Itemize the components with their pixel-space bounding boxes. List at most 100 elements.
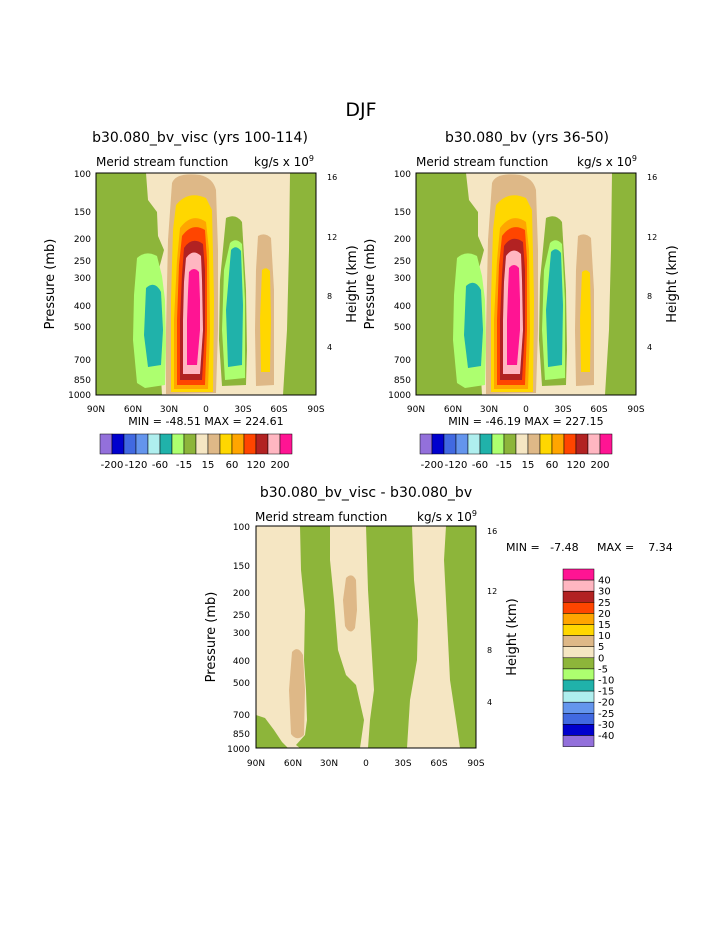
panel-3-colorbar-label: -40 xyxy=(598,731,614,742)
panel-3-ytick: 400 xyxy=(233,657,250,667)
panel-1-colorbar-label: 60 xyxy=(226,460,239,471)
panel-3-background xyxy=(256,526,476,748)
panel-3-units: kg/s x 109 xyxy=(417,509,477,524)
panel-1-colorbar-swatch xyxy=(147,433,161,455)
panel-2-colorbar-swatch xyxy=(503,433,517,455)
panel-2-region-sh-yellow xyxy=(580,270,591,372)
panel-2-right-ticks: 16 12 8 4 xyxy=(647,173,657,352)
panel-1-colorbar-label: -120 xyxy=(125,460,148,471)
panel-1-colorbar-swatch xyxy=(183,433,197,455)
panel-3-ytick: 1000 xyxy=(227,745,250,755)
panel-3-colorbar-label: -5 xyxy=(598,664,608,675)
panel-1-ytick: 850 xyxy=(74,376,91,386)
panel-3-height-tick: 4 xyxy=(487,698,492,707)
panel-3-colorbar-label: -20 xyxy=(598,698,614,709)
panel-1-height-tick: 12 xyxy=(327,233,337,242)
panel-1-ytick: 400 xyxy=(74,302,91,312)
panel-3-colorbar-label: 25 xyxy=(598,598,611,609)
panel-3-colorbar-label: -15 xyxy=(598,687,614,698)
panel-1-units: kg/s x 109 xyxy=(254,154,314,169)
panel-3-colorbar-label: 10 xyxy=(598,631,611,642)
panel-3-colorbar-swatch xyxy=(562,635,595,647)
panel-1-colorbar-label: -15 xyxy=(176,460,192,471)
panel-2-colorbar-swatch xyxy=(527,433,541,455)
panel-2-colorbar-swatch xyxy=(443,433,457,455)
panel-3-xtick: 60N xyxy=(284,759,302,769)
panel-1-colorbar-swatch xyxy=(111,433,125,455)
panel-3-colorbar-swatch xyxy=(562,590,595,603)
panel-1-units-exp: 9 xyxy=(309,154,314,163)
panel-2-plot xyxy=(415,172,637,396)
panel-3-ytick: 250 xyxy=(233,611,250,621)
panel-3-colorbar-swatch xyxy=(562,568,595,581)
panel-3-colorbar-label: 20 xyxy=(598,609,611,620)
panel-1-xtick: 30S xyxy=(234,405,251,415)
panel-3-ytick: 850 xyxy=(233,730,250,740)
panel-3-region-tan-upper xyxy=(343,575,357,632)
panel-3-colorbar-swatch xyxy=(562,646,595,659)
panel-1-plot xyxy=(95,172,317,396)
panel-3-region-green-left xyxy=(256,715,288,748)
panel-3-region-green-mid xyxy=(296,526,364,748)
panel-3-colorbar-swatch xyxy=(562,579,595,592)
panel-2-region-sh-teal xyxy=(546,249,563,367)
panel-1-colorbar-swatch xyxy=(279,433,293,455)
panel-2-colorbar-swatch xyxy=(515,433,529,455)
panel-2-ylabel-right: Height (km) xyxy=(665,245,680,322)
panel-3-colorbar-swatch xyxy=(562,624,595,636)
panel-2-xtick: 90S xyxy=(627,405,644,415)
panel-3-colorbar-label: 15 xyxy=(598,620,611,631)
panel-3-colorbar-label: 5 xyxy=(598,642,604,653)
panel-1-colorbar-swatch xyxy=(231,433,245,455)
panel-3-title: b30.080_bv_visc - b30.080_bv xyxy=(260,485,472,501)
panel-3-colorbar-swatch xyxy=(562,602,595,614)
panel-2-colorbar-label: -200 xyxy=(421,460,444,471)
panel-2-cell-200 xyxy=(507,265,520,365)
panel-2-y-ticks: 100 150 200 250 300 400 500 700 850 1000 xyxy=(388,170,411,401)
panel-3-region-green-far xyxy=(444,526,476,748)
panel-3-subtitle: Merid stream function xyxy=(255,510,387,524)
panel-3-ytick: 100 xyxy=(233,523,250,533)
panel-1-region-nh-teal xyxy=(144,284,163,367)
panel-2-units-text: kg/s x 10 xyxy=(577,155,632,169)
panel-1-frame xyxy=(95,172,317,396)
panel-2-xtick: 60S xyxy=(590,405,607,415)
panel-3-ytick: 300 xyxy=(233,629,250,639)
panel-1-right-ticks: 16 12 8 4 xyxy=(327,173,337,352)
panel-3-region-tan-lower xyxy=(289,649,305,739)
panel-3-stats-max: MAX = 7.34 xyxy=(597,541,673,554)
panel-3-ytick: 200 xyxy=(233,589,250,599)
panel-1-xtick: 60S xyxy=(270,405,287,415)
panel-1-xtick: 60N xyxy=(124,405,142,415)
panel-3-xtick: 30N xyxy=(320,759,338,769)
panel-3-colorbar-swatch xyxy=(562,713,595,725)
panel-3-plot xyxy=(255,525,477,749)
panel-2-ytick: 300 xyxy=(394,274,411,284)
panel-3-height-tick: 8 xyxy=(487,646,492,655)
panel-2-ytick: 400 xyxy=(394,302,411,312)
panel-3-height-tick: 12 xyxy=(487,587,497,596)
panel-2-colorbar: -200 -120 -60 -15 15 60 120 200 xyxy=(419,433,613,471)
panel-2-x-ticks: 90N 60N 30N 0 30S 60S 90S xyxy=(407,405,645,415)
page-title: DJF xyxy=(345,99,376,121)
panel-3-right-ticks: 16 12 8 4 xyxy=(487,527,497,707)
panel-2-xtick: 60N xyxy=(444,405,462,415)
panel-1-colorbar-swatch xyxy=(171,433,185,455)
panel-3-x-ticks: 90N 60N 30N 0 30S 60S 90S xyxy=(247,759,485,769)
panel-1-colorbar-swatch xyxy=(255,433,269,455)
panel-3-frame xyxy=(255,525,477,749)
panel-2-colorbar-swatch xyxy=(479,433,493,455)
panel-1-colorbar-swatch xyxy=(99,433,113,455)
panel-1-colorbar-swatch xyxy=(219,433,233,455)
panel-1-units-text: kg/s x 10 xyxy=(254,155,309,169)
panel-2-colorbar-swatch xyxy=(419,433,433,455)
panel-3-ytick: 700 xyxy=(233,711,250,721)
panel-2-ytick: 850 xyxy=(394,376,411,386)
panel-3-colorbar-label: -30 xyxy=(598,720,614,731)
panel-3-stats-min: MIN = -7.48 xyxy=(506,541,579,554)
panel-2-xtick: 30N xyxy=(480,405,498,415)
panel-3-colorbar-swatch xyxy=(562,679,595,692)
panel-2-xtick: 90N xyxy=(407,405,425,415)
panel-1-ytick: 700 xyxy=(74,356,91,366)
